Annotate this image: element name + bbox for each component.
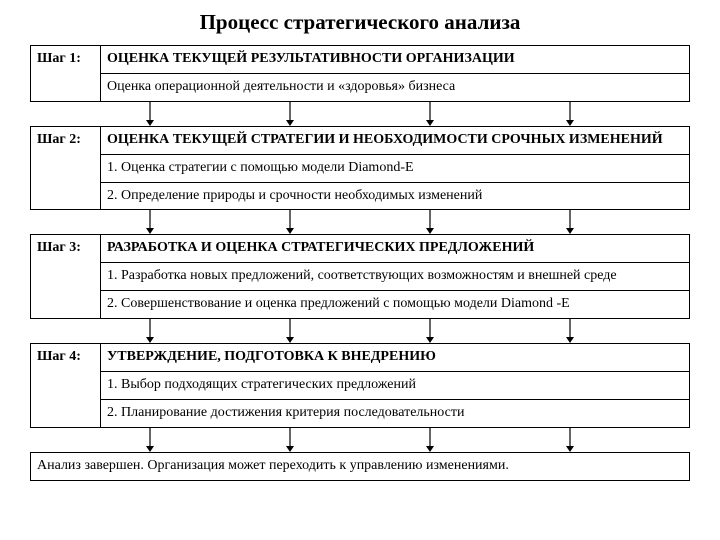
step-4-heading: УТВЕРЖДЕНИЕ, ПОДГОТОВКА К ВНЕДРЕНИЮ	[101, 344, 690, 372]
step-2-block: Шаг 2: ОЦЕНКА ТЕКУЩЕЙ СТРАТЕГИИ И НЕОБХО…	[30, 126, 690, 211]
step-3-block: Шаг 3: РАЗРАБОТКА И ОЦЕНКА СТРАТЕГИЧЕСКИ…	[30, 234, 690, 319]
step-3-label: Шаг 3:	[31, 235, 101, 319]
step-2-line-1: 1. Оценка стратегии с помощью модели Dia…	[101, 154, 690, 182]
step-2-line-2: 2. Определение природы и срочности необх…	[101, 182, 690, 210]
step-4-block: Шаг 4: УТВЕРЖДЕНИЕ, ПОДГОТОВКА К ВНЕДРЕН…	[30, 343, 690, 428]
arrows-4	[30, 428, 690, 452]
step-4-line-2: 2. Планирование достижения критерия посл…	[101, 399, 690, 427]
step-4-line-1: 1. Выбор подходящих стратегических предл…	[101, 372, 690, 400]
arrows-3	[30, 319, 690, 343]
step-1-heading: ОЦЕНКА ТЕКУЩЕЙ РЕЗУЛЬТАТИВНОСТИ ОРГАНИЗА…	[101, 46, 690, 74]
step-2-heading: ОЦЕНКА ТЕКУЩЕЙ СТРАТЕГИИ И НЕОБХОДИМОСТИ…	[101, 126, 690, 154]
step-4-label: Шаг 4:	[31, 344, 101, 428]
arrows-2	[30, 210, 690, 234]
arrows-1	[30, 102, 690, 126]
step-2-label: Шаг 2:	[31, 126, 101, 210]
step-1-block: Шаг 1: ОЦЕНКА ТЕКУЩЕЙ РЕЗУЛЬТАТИВНОСТИ О…	[30, 45, 690, 102]
step-3-heading: РАЗРАБОТКА И ОЦЕНКА СТРАТЕГИЧЕСКИХ ПРЕДЛ…	[101, 235, 690, 263]
step-3-line-1: 1. Разработка новых предложений, соответ…	[101, 263, 690, 291]
page-title: Процесс стратегического анализа	[30, 10, 690, 35]
step-3-line-2: 2. Совершенствование и оценка предложени…	[101, 291, 690, 319]
step-1-line-1: Оценка операционной деятельности и «здор…	[101, 73, 690, 101]
step-1-label: Шаг 1:	[31, 46, 101, 102]
conclusion-block: Анализ завершен. Организация может перех…	[30, 452, 690, 481]
